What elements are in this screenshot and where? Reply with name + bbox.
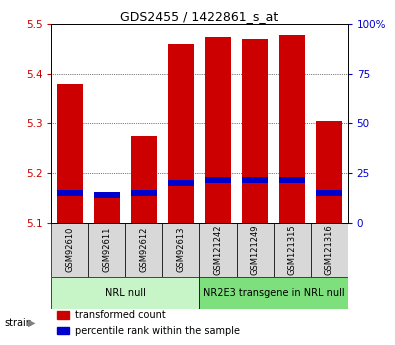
Bar [316, 121, 342, 223]
Bar [199, 223, 237, 277]
Bar [88, 223, 126, 277]
Text: strain: strain [4, 318, 32, 327]
Bar [199, 277, 348, 309]
Text: GSM92612: GSM92612 [139, 227, 149, 272]
Bar [57, 84, 83, 223]
Text: GSM121249: GSM121249 [250, 225, 260, 275]
Bar [274, 223, 310, 277]
Bar [57, 312, 69, 319]
Bar [237, 223, 274, 277]
Bar [279, 177, 305, 184]
Bar [131, 136, 157, 223]
Bar [316, 190, 342, 196]
Text: GSM121316: GSM121316 [325, 224, 334, 275]
Bar [94, 193, 120, 198]
Bar [51, 277, 199, 309]
Text: GSM121315: GSM121315 [288, 224, 297, 275]
Text: percentile rank within the sample: percentile rank within the sample [75, 326, 240, 336]
Text: NRL null: NRL null [105, 288, 146, 298]
Bar [51, 223, 88, 277]
Bar [131, 190, 157, 196]
Bar [168, 180, 194, 186]
Bar [57, 327, 69, 335]
Bar [162, 223, 199, 277]
Text: GSM121242: GSM121242 [213, 225, 222, 275]
Text: GSM92610: GSM92610 [65, 227, 74, 272]
Bar [242, 39, 268, 223]
Text: NR2E3 transgene in NRL null: NR2E3 transgene in NRL null [203, 288, 344, 298]
Bar [205, 37, 231, 223]
Text: GSM92611: GSM92611 [102, 227, 111, 272]
Bar [168, 44, 194, 223]
Bar [242, 177, 268, 184]
Text: transformed count: transformed count [75, 310, 166, 320]
Bar [205, 177, 231, 184]
Title: GDS2455 / 1422861_s_at: GDS2455 / 1422861_s_at [120, 10, 278, 23]
Bar [126, 223, 162, 277]
Text: GSM92613: GSM92613 [177, 227, 186, 273]
Bar [94, 193, 120, 223]
Bar [57, 190, 83, 196]
Bar [310, 223, 348, 277]
Text: ▶: ▶ [28, 318, 36, 327]
Bar [279, 35, 305, 223]
